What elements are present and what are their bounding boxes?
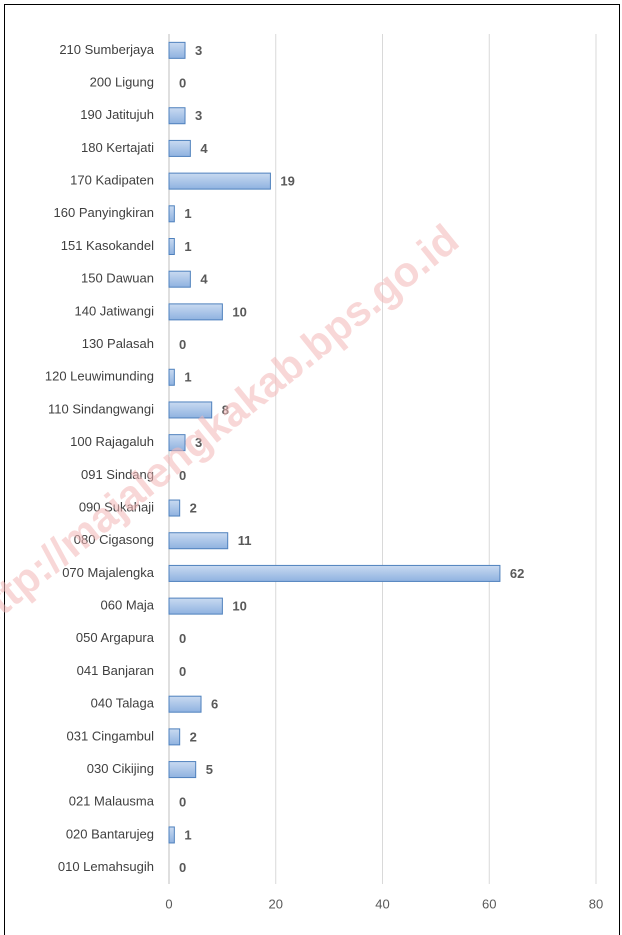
bar xyxy=(168,597,223,615)
bar xyxy=(168,303,223,321)
bar xyxy=(168,139,191,157)
y-tick-label: 151 Kasokandel xyxy=(61,238,154,253)
bar xyxy=(168,107,186,125)
y-tick-label: 150 Dawuan xyxy=(81,271,154,286)
x-tick-label: 80 xyxy=(589,896,603,911)
value-label: 2 xyxy=(190,729,197,744)
y-tick-label: 110 Sindangwangi xyxy=(48,401,154,416)
value-label: 0 xyxy=(179,75,186,90)
y-tick-label: 010 Lemahsugih xyxy=(58,859,154,874)
bar xyxy=(168,532,229,550)
y-tick-label: 190 Jatitujuh xyxy=(80,107,154,122)
y-tick-label: 180 Kertajati xyxy=(81,140,154,155)
value-label: 2 xyxy=(190,500,197,515)
value-label: 0 xyxy=(179,860,186,875)
y-tick-label: 040 Talaga xyxy=(91,696,155,711)
value-label: 0 xyxy=(179,631,186,646)
value-label: 0 xyxy=(179,337,186,352)
y-tick-label: 021 Malausma xyxy=(69,794,155,809)
bar xyxy=(168,41,186,59)
bar xyxy=(168,270,191,288)
y-tick-label: 160 Panyingkiran xyxy=(54,205,154,220)
value-label: 1 xyxy=(184,239,191,254)
y-tick-label: 090 Sukahaji xyxy=(79,499,154,514)
y-tick-label: 120 Leuwimunding xyxy=(45,369,154,384)
value-label: 3 xyxy=(195,435,202,450)
y-tick-label: 020 Bantarujeg xyxy=(66,826,154,841)
bar xyxy=(168,826,175,844)
bar xyxy=(168,172,271,190)
value-label: 6 xyxy=(211,697,218,712)
bar xyxy=(168,205,175,223)
value-label: 3 xyxy=(195,108,202,123)
value-label: 0 xyxy=(179,468,186,483)
y-tick-label: 140 Jatiwangi xyxy=(75,303,155,318)
y-tick-label: 100 Rajagaluh xyxy=(70,434,154,449)
value-label: 1 xyxy=(184,206,191,221)
value-label: 1 xyxy=(184,827,191,842)
value-label: 3 xyxy=(195,43,202,58)
y-tick-label: 210 Sumberjaya xyxy=(59,42,154,57)
bar xyxy=(168,499,181,517)
y-tick-label: 060 Maja xyxy=(101,598,155,613)
bar xyxy=(168,238,175,255)
bar xyxy=(168,728,181,746)
y-tick-label: 200 Ligung xyxy=(90,74,154,89)
value-label: 4 xyxy=(200,141,208,156)
value-label: 8 xyxy=(222,402,229,417)
value-label: 11 xyxy=(238,533,252,548)
value-label: 1 xyxy=(184,370,191,385)
bar xyxy=(168,368,175,386)
y-tick-label: 130 Palasah xyxy=(82,336,154,351)
bar xyxy=(168,564,501,582)
y-tick-label: 041 Banjaran xyxy=(77,663,154,678)
value-label: 10 xyxy=(232,304,246,319)
value-label: 0 xyxy=(179,795,186,810)
bar xyxy=(168,434,186,452)
chart-border xyxy=(4,4,620,935)
value-label: 4 xyxy=(200,272,208,287)
y-tick-label: 170 Kadipaten xyxy=(70,173,154,188)
bar xyxy=(168,695,202,713)
y-tick-label: 050 Argapura xyxy=(76,630,155,645)
y-tick-label: 091 Sindang xyxy=(81,467,154,482)
y-tick-label: 080 Cigasong xyxy=(74,532,154,547)
bar xyxy=(168,761,197,779)
y-tick-label: 070 Majalengka xyxy=(62,565,155,580)
bar xyxy=(168,401,213,419)
value-label: 10 xyxy=(232,599,246,614)
x-tick-label: 20 xyxy=(269,896,283,911)
value-label: 19 xyxy=(280,174,294,189)
y-tick-label: 031 Cingambul xyxy=(67,728,155,743)
value-label: 0 xyxy=(179,664,186,679)
x-tick-label: 40 xyxy=(375,896,389,911)
x-tick-label: 60 xyxy=(482,896,496,911)
value-label: 62 xyxy=(510,566,524,581)
y-tick-label: 030 Cikijing xyxy=(87,761,154,776)
x-tick-label: 0 xyxy=(165,896,172,911)
value-label: 5 xyxy=(206,762,213,777)
